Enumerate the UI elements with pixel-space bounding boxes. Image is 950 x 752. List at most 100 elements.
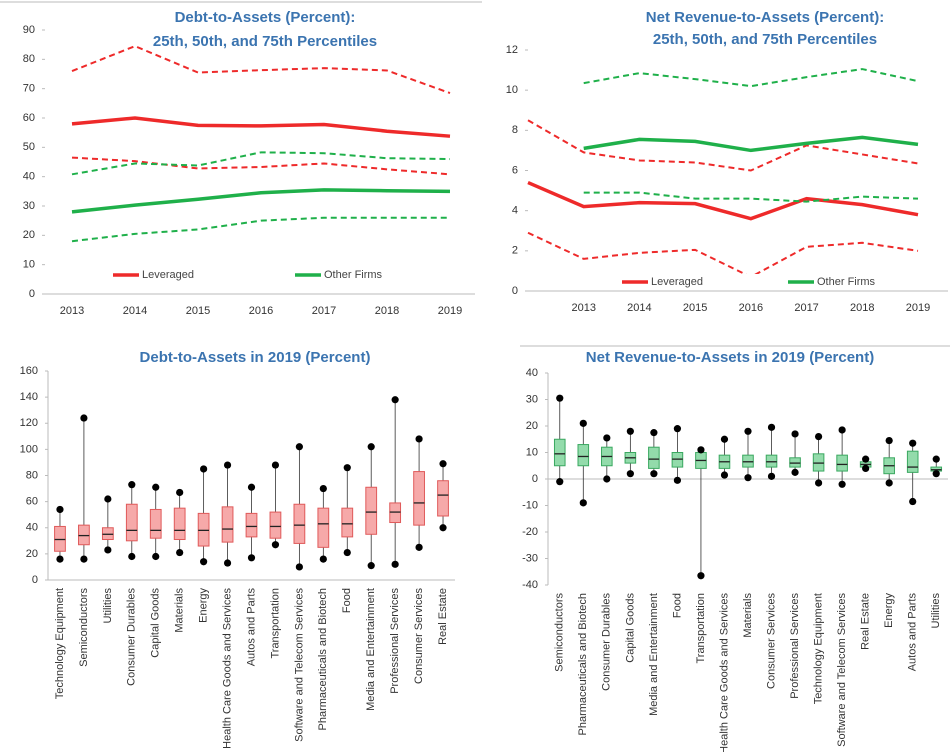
box [906,450,919,473]
x-tick-label: Professional Services [789,593,801,699]
series-line [583,191,919,203]
min-dot [673,476,682,484]
max-dot [367,443,375,451]
series-line [583,68,919,88]
max-dot [791,430,799,438]
max-dot [295,443,303,451]
max-dot [744,427,752,435]
y-tick-label: -30 [522,552,538,564]
x-tick-label: Real Estate [860,593,872,650]
x-tick-label: Media and Entertainment [365,588,377,711]
series-line [71,116,451,138]
x-tick-label: Consumer Durables [601,593,613,691]
y-tick-label: 40 [526,367,538,379]
series-line [71,216,450,243]
y-tick-label: 50 [23,141,35,153]
y-tick-label: 4 [512,205,518,217]
box [765,454,778,468]
min-dot [200,558,208,566]
min-dot [247,554,256,562]
x-tick-label: 2016 [739,302,763,314]
chart-subtitle: 25th, 50th, and 75th Percentiles [653,31,877,48]
y-tick-label: 70 [23,83,35,95]
y-tick-label: 10 [526,446,538,458]
y-tick-label: -10 [522,499,538,511]
min-dot [295,563,303,571]
y-tick-label: 6 [512,164,518,176]
min-dot [838,480,846,488]
max-dot [128,481,136,489]
x-tick-label: Professional Services [389,588,401,694]
box [789,457,801,468]
y-tick-label: 20 [526,420,538,432]
min-dot [626,470,634,478]
x-tick-label: Food [341,588,353,613]
max-dot [603,434,611,442]
chart-title: Debt-to-Assets (Percent): [175,9,356,26]
max-dot [626,427,634,435]
box [269,511,282,539]
chart-subtitle: 25th, 50th, and 75th Percentiles [153,33,377,50]
min-dot [697,572,705,580]
min-dot [791,468,799,476]
x-tick-label: 2014 [627,302,651,314]
x-tick-label: 2016 [249,305,273,317]
y-tick-label: 0 [512,285,518,297]
box [389,502,402,524]
chart-title: Debt-to-Assets in 2019 (Percent) [140,349,371,366]
x-tick-label: 2019 [906,302,930,314]
max-dot [862,455,870,463]
box [317,507,330,548]
max-dot [673,425,682,433]
max-dot [909,439,917,447]
min-dot [128,552,136,561]
x-tick-label: 2013 [60,305,84,317]
box [54,525,66,552]
x-tick-label: Pharmaceuticals and Biotech [577,593,589,735]
max-dot [319,484,327,493]
y-tick-label: -20 [522,526,538,538]
box [671,452,684,468]
y-tick-label: 2 [512,245,518,257]
chart-title: Net Revenue-to-Assets (Percent): [646,9,884,26]
min-dot [603,475,611,483]
x-tick-label: Capital Goods [150,588,162,658]
max-dot [104,495,112,503]
min-dot [767,472,776,480]
min-dot [909,497,917,506]
box [742,454,754,468]
box [365,486,378,535]
x-tick-label: Pharmaceuticals and Biotech [317,588,329,730]
x-tick-label: 2015 [186,305,210,317]
min-dot [391,560,399,568]
min-dot [932,470,940,478]
series-line [71,151,451,176]
y-tick-label: 8 [512,124,518,136]
max-dot [56,505,64,514]
y-tick-label: 30 [23,200,35,212]
max-dot [767,423,776,431]
x-tick-label: Software and Telecom Services [293,588,305,742]
min-dot [223,559,232,567]
legend-label: Other Firms [817,276,876,288]
max-dot [200,465,208,473]
y-tick-label: 0 [29,288,35,300]
legend-label: Leveraged [142,269,194,281]
box [437,480,449,517]
y-tick-label: 60 [26,496,38,508]
series-line [527,231,919,279]
box [245,512,258,538]
box [341,507,354,538]
max-dot [271,461,280,469]
min-dot [579,499,587,507]
x-tick-label: Real Estate [437,588,449,645]
y-tick-label: 10 [506,84,518,96]
x-tick-label: Energy [198,588,210,623]
x-tick-label: Food [671,593,683,618]
max-dot [814,433,823,441]
y-tick-label: 120 [20,417,38,429]
max-dot [650,429,658,437]
x-tick-label: 2017 [312,305,336,317]
y-tick-label: 20 [26,548,38,560]
